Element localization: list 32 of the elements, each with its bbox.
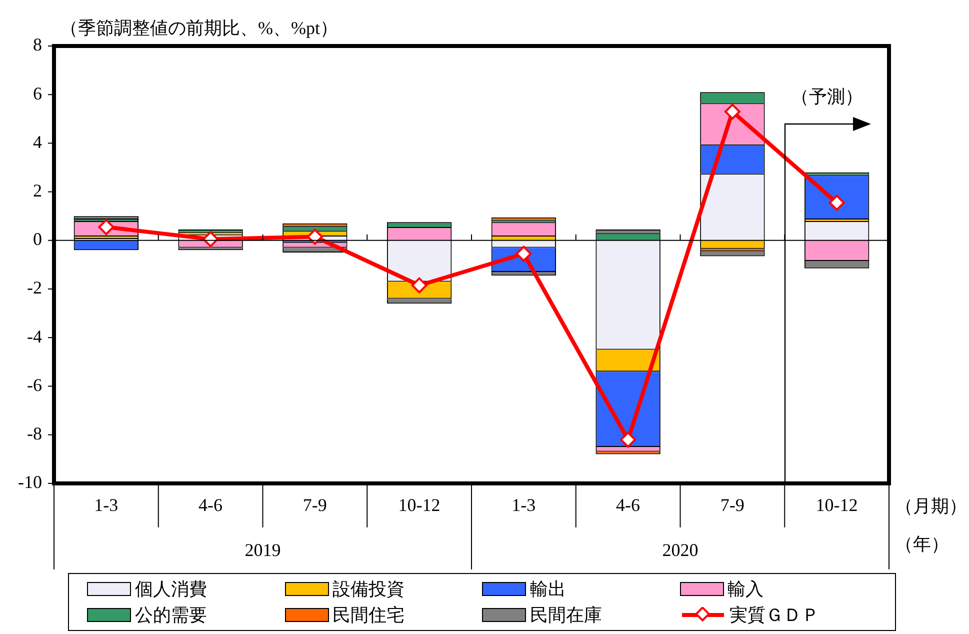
y-tick-label: -10 — [18, 472, 42, 492]
x-tick-label: 4-6 — [198, 494, 223, 515]
y-tick-label: 8 — [32, 34, 42, 55]
y-tick-label: -6 — [26, 374, 42, 395]
y-tick-label: -4 — [26, 326, 42, 346]
legend-label: 輸入 — [728, 578, 764, 601]
y-axis-title: （季節調整値の前期比、%、%pt） — [60, 18, 338, 38]
y-tick-label: -2 — [26, 278, 42, 298]
legend-label: 個人消費 — [135, 578, 207, 601]
y-tick-label: -8 — [26, 424, 42, 444]
x-axis-title: （月期） — [895, 496, 967, 516]
y-tick-label: 2 — [32, 180, 42, 201]
x-tick-label: 10-12 — [816, 494, 858, 515]
y-tick-label: 4 — [32, 132, 42, 152]
legend-label: 民間在庫 — [530, 604, 602, 627]
y-tick-label: 6 — [32, 83, 42, 104]
x-tick-label: 10-12 — [398, 494, 440, 515]
x-tick-label: 1-3 — [94, 494, 118, 515]
legend-label: 輸出 — [530, 578, 566, 601]
legend-label: 設備投資 — [332, 578, 404, 601]
x-tick-label: 7-9 — [302, 494, 327, 515]
annotation: （予測） — [790, 86, 863, 107]
legend-label: 民間住宅 — [332, 604, 404, 627]
legend-label: 公的需要 — [135, 604, 207, 627]
legend-label: 実質ＧＤＰ — [730, 604, 820, 627]
x-tick-label: 4-6 — [616, 494, 640, 515]
y-tick-label: 0 — [32, 229, 42, 250]
text: （年） — [895, 534, 949, 554]
text: 2020 — [662, 540, 698, 560]
x-tick-label: 7-9 — [720, 494, 744, 515]
text: 2019 — [244, 540, 281, 560]
x-tick-label: 1-3 — [512, 494, 536, 515]
